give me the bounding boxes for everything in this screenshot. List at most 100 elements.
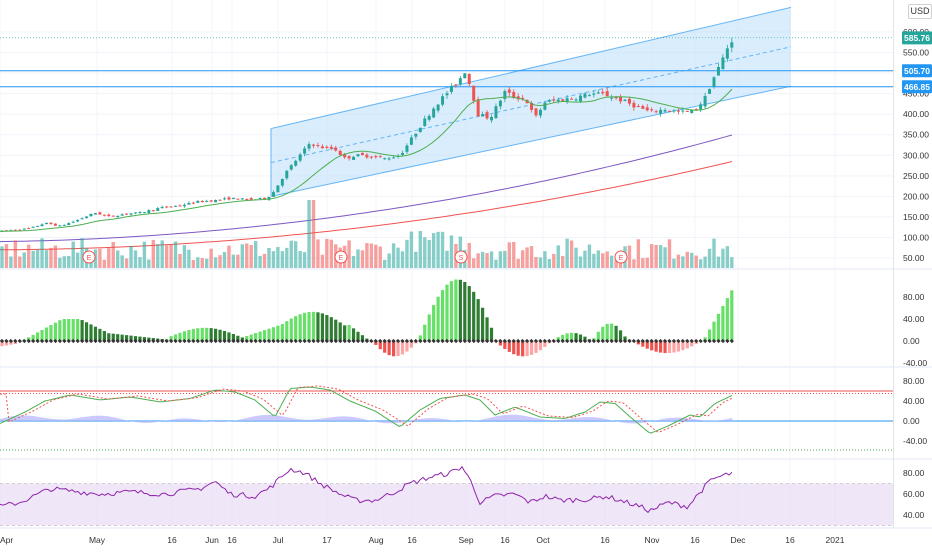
momentum-bar [449, 281, 454, 341]
candle [445, 93, 449, 96]
candle [530, 102, 534, 110]
earnings-marker [614, 250, 628, 264]
zero-cross-marker [151, 338, 156, 344]
momentum-bar [543, 341, 547, 347]
candle [645, 107, 649, 111]
volume-bar [694, 255, 698, 268]
volume-bar [227, 245, 231, 268]
y-tick-label: 450.00 [903, 89, 929, 99]
zero-cross-marker [387, 338, 392, 344]
momentum-bar [725, 298, 729, 341]
candle [85, 216, 89, 219]
zero-cross-marker [329, 338, 334, 344]
zero-cross-marker [306, 338, 312, 344]
volume-bar [58, 257, 62, 268]
x-tick-label: Sep [458, 535, 473, 545]
zero-cross-marker [565, 338, 570, 344]
price-tag[interactable]: 505.70 [902, 64, 932, 78]
momentum-bar [102, 331, 106, 341]
zero-cross-marker [257, 338, 263, 344]
volume-bar [449, 235, 454, 268]
volume-bar [187, 249, 191, 268]
volume-bar [431, 233, 436, 268]
momentum-bar [578, 334, 583, 341]
volume-bar [120, 255, 124, 268]
candle [205, 200, 209, 202]
candle [503, 91, 507, 99]
zero-cross-marker [378, 338, 383, 344]
price-tag-label: 466.85 [904, 82, 930, 92]
volume-bar [605, 251, 609, 268]
volume-bar [565, 238, 569, 268]
zero-cross-marker [311, 338, 316, 344]
price-tag[interactable]: 466.85 [902, 80, 932, 94]
candle [685, 110, 689, 112]
volume-bar [663, 247, 667, 268]
zero-cross-marker [253, 338, 258, 344]
currency-badge[interactable]: USD [908, 4, 932, 19]
volume-bar [169, 244, 173, 268]
candle [182, 204, 186, 207]
y-tick-label: 200.00 [903, 191, 929, 201]
candle [490, 116, 493, 121]
zero-cross-marker [654, 338, 659, 344]
volume-bar [138, 257, 142, 268]
zero-cross-marker [462, 338, 467, 344]
zero-cross-marker [315, 338, 321, 344]
zero-cross-marker [262, 338, 267, 344]
candle [325, 146, 329, 148]
candle [498, 100, 502, 107]
price-tags: 585.76 505.70 466.85 [902, 31, 932, 94]
momentum-bar [454, 279, 458, 341]
volume-bar [360, 250, 365, 268]
zero-cross-marker [209, 338, 214, 344]
candle [716, 66, 720, 76]
candle [561, 99, 565, 101]
zero-cross-marker [587, 338, 592, 344]
channel-upper [270, 6, 792, 130]
candle [467, 74, 471, 85]
momentum-bar [418, 335, 422, 341]
rsi-line [0, 465, 733, 514]
momentum-bar [707, 329, 712, 341]
momentum-y-tick: 0.00 [903, 336, 920, 346]
candle [668, 110, 671, 112]
candle [441, 96, 445, 105]
zero-cross-marker [680, 338, 685, 344]
zero-cross-marker [582, 338, 588, 344]
volume-bar [405, 239, 409, 268]
volume-bar [173, 241, 178, 268]
momentum-bar [481, 307, 485, 341]
candle [676, 110, 680, 112]
zero-cross-marker [8, 338, 14, 344]
candle [71, 221, 75, 223]
candle [49, 222, 53, 225]
momentum-bar [40, 329, 44, 341]
momentum-bar [440, 289, 445, 341]
momentum-bar [89, 324, 93, 341]
zero-cross-marker [427, 338, 432, 344]
candle [392, 157, 396, 159]
zero-cross-marker [618, 338, 623, 344]
candle [196, 200, 200, 203]
volume-bar [681, 256, 685, 268]
volume-bar [13, 240, 18, 268]
momentum-bar [476, 299, 480, 341]
candle [458, 78, 462, 85]
zero-cross-marker [636, 338, 641, 344]
volume-bar [267, 247, 271, 268]
zero-cross-marker [547, 338, 552, 344]
price-tag[interactable]: 585.76 [902, 31, 932, 45]
momentum-bar [521, 341, 525, 357]
volume-bar [512, 241, 516, 268]
zero-cross-marker [191, 338, 196, 344]
momentum-bar [138, 336, 142, 341]
momentum-bar [236, 335, 240, 341]
candle [730, 42, 734, 48]
volume-bar [574, 247, 578, 268]
zero-cross-marker [124, 338, 129, 344]
candle [436, 104, 440, 111]
